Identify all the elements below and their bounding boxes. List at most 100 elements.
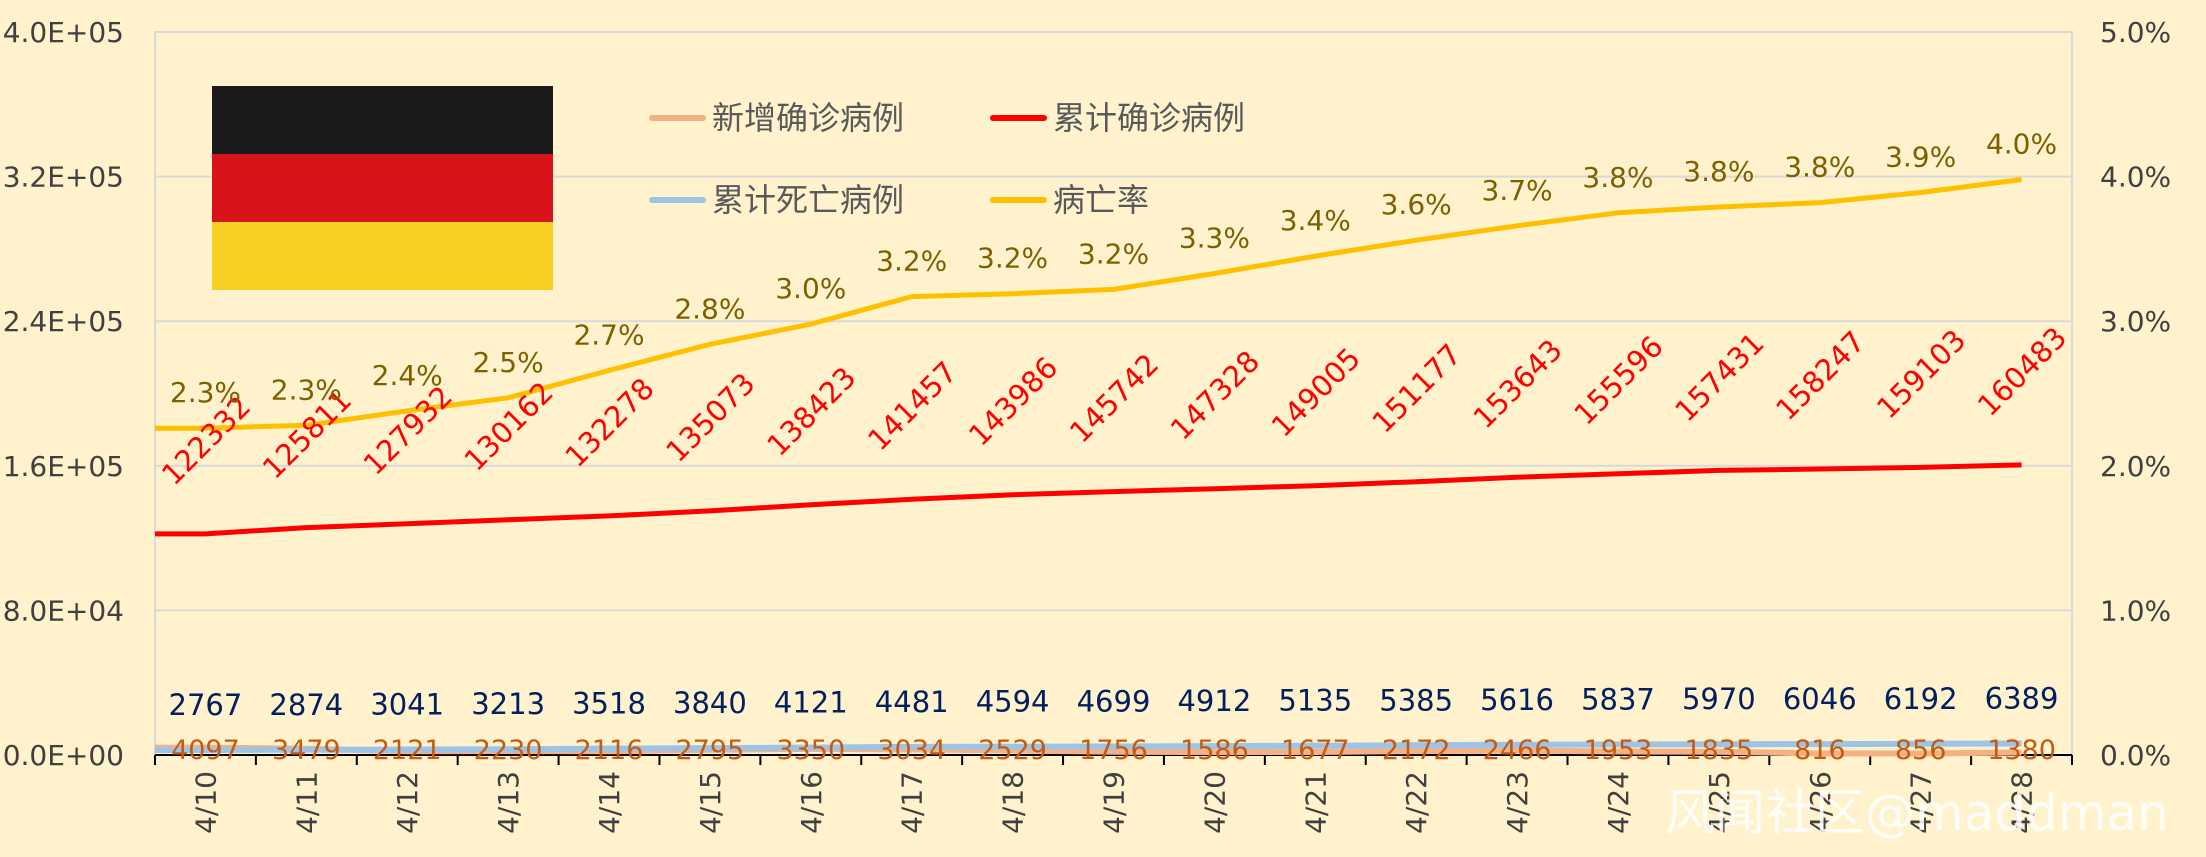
fatality-rate-label: 3.2%: [876, 245, 947, 278]
deaths-label: 6192: [1884, 682, 1958, 716]
fatality-rate-label: 3.0%: [775, 272, 846, 305]
x-tick-label: 4/17: [896, 771, 929, 834]
cumulative-label: 138423: [760, 360, 862, 462]
new-cases-label: 1586: [1180, 735, 1249, 766]
fatality-rate-label: 3.6%: [1381, 188, 1452, 221]
new-cases-label: 2230: [474, 735, 543, 766]
new-cases-label: 1835: [1685, 735, 1754, 766]
fatality-rate-label: 3.7%: [1482, 174, 1553, 207]
fatality-rate-label: 3.8%: [1784, 151, 1855, 184]
cumulative-label: 130162: [458, 375, 560, 477]
new-cases-label: 2121: [373, 735, 442, 766]
right-tick-label: 3.0%: [2100, 305, 2171, 338]
right-tick-label: 4.0%: [2100, 161, 2171, 194]
series-line-2: [155, 740, 2022, 753]
cumulative-label: 155596: [1567, 329, 1669, 431]
deaths-label: 2767: [169, 688, 243, 722]
watermark: 风闻社区@maddman: [1665, 784, 2169, 842]
deaths-label: 4699: [1077, 685, 1151, 719]
axes: 0.0E+00 8.0E+04 1.6E+05 2.4E+05 3.2E+05 4.0E+…: [3, 16, 2171, 834]
fatality-rate-label: 3.4%: [1280, 204, 1351, 237]
cumulative-label: 145742: [1063, 347, 1165, 449]
left-tick-label: 3.2E+05: [3, 161, 124, 194]
series-line-3: [155, 177, 2022, 431]
x-tick-label: 4/27: [1905, 771, 1938, 834]
deaths-label: 2874: [269, 688, 343, 722]
deaths-label: 4481: [875, 685, 949, 719]
new-cases-label: 1756: [1079, 735, 1148, 766]
new-cases-label: 3034: [877, 735, 946, 766]
flag-stripe: [212, 154, 553, 222]
cumulative-label: 160483: [1971, 320, 2073, 422]
x-tick-label: 4/23: [1501, 771, 1534, 834]
cumulative-label: 157431: [1668, 326, 1770, 428]
cumulative-label: 132278: [558, 371, 660, 473]
deaths-label: 3213: [471, 687, 545, 721]
x-tick-label: 4/22: [1400, 771, 1433, 834]
deaths-label: 5837: [1581, 682, 1655, 716]
cumulative-label: 151177: [1366, 337, 1468, 439]
deaths-label: 5385: [1379, 683, 1453, 717]
x-tick-label: 4/14: [593, 771, 626, 834]
x-tick-label: 4/20: [1198, 771, 1231, 834]
series-line-1: [155, 462, 2022, 537]
left-tick-label: 8.0E+04: [3, 594, 124, 627]
cumulative-label: 149005: [1265, 341, 1367, 443]
x-tick-label: 4/21: [1299, 771, 1332, 834]
new-cases-label: 1953: [1584, 735, 1653, 766]
new-cases-label: 3479: [272, 735, 341, 766]
left-tick-label: 2.4E+05: [3, 305, 124, 338]
germany-flag: [212, 86, 553, 290]
flag-stripe: [212, 86, 553, 154]
x-tick-label: 4/13: [492, 771, 525, 834]
x-tick-label: 4/15: [694, 771, 727, 834]
fatality-rate-label: 3.8%: [1582, 161, 1653, 194]
x-tick-label: 4/10: [189, 771, 222, 834]
x-tick-label: 4/12: [391, 771, 424, 834]
new-cases-label: 2795: [676, 735, 745, 766]
new-cases-label: 2172: [1382, 735, 1451, 766]
right-tick-label: 1.0%: [2100, 594, 2171, 627]
deaths-label: 4912: [1177, 684, 1251, 718]
right-tick-label: 0.0%: [2100, 739, 2171, 772]
fatality-rate-label: 3.3%: [1179, 221, 1250, 254]
cumulative-label: 147328: [1164, 344, 1266, 446]
cumulative-label: 158247: [1769, 324, 1871, 426]
x-tick-label: 4/28: [2006, 771, 2039, 834]
fatality-rate-label: 3.2%: [1078, 237, 1149, 270]
x-tick-label: 4/26: [1804, 771, 1837, 834]
fatality-rate-label: 3.9%: [1885, 141, 1956, 174]
deaths-label: 3041: [370, 688, 444, 722]
new-cases-label: 2116: [575, 735, 644, 766]
cumulative-label: 153643: [1466, 333, 1568, 435]
new-cases-label: 4097: [171, 735, 240, 766]
deaths-label: 3518: [572, 687, 646, 721]
flag-stripe: [212, 222, 553, 290]
deaths-label: 6389: [1985, 681, 2059, 715]
fatality-rate-label: 2.3%: [170, 376, 241, 409]
fatality-rate-label: 2.8%: [674, 292, 745, 325]
fatality-rate-label: 4.0%: [1986, 127, 2057, 160]
cumulative-label: 141457: [861, 355, 963, 457]
cumulative-label: 135073: [659, 366, 761, 468]
cumulative-label: 143986: [962, 350, 1064, 452]
deaths-label: 6046: [1783, 682, 1857, 716]
left-tick-label: 4.0E+05: [3, 16, 124, 49]
fatality-rate-label: 2.5%: [473, 346, 544, 379]
legend-label: 病亡率: [1053, 181, 1149, 219]
new-cases-label: 1677: [1281, 735, 1350, 766]
x-tick-label: 4/11: [290, 771, 323, 834]
x-tick-label: 4/25: [1703, 771, 1736, 834]
x-tick-label: 4/18: [997, 771, 1030, 834]
deaths-label: 5970: [1682, 682, 1756, 716]
deaths-label: 4594: [976, 685, 1050, 719]
cumulative-label: 159103: [1870, 323, 1972, 425]
new-cases-label: 3350: [776, 735, 845, 766]
legend-label: 累计确诊病例: [1053, 99, 1245, 137]
left-tick-label: 1.6E+05: [3, 450, 124, 483]
new-cases-label: 2466: [1483, 735, 1552, 766]
series-lines: [155, 177, 2022, 757]
new-cases-label: 856: [1895, 735, 1947, 766]
